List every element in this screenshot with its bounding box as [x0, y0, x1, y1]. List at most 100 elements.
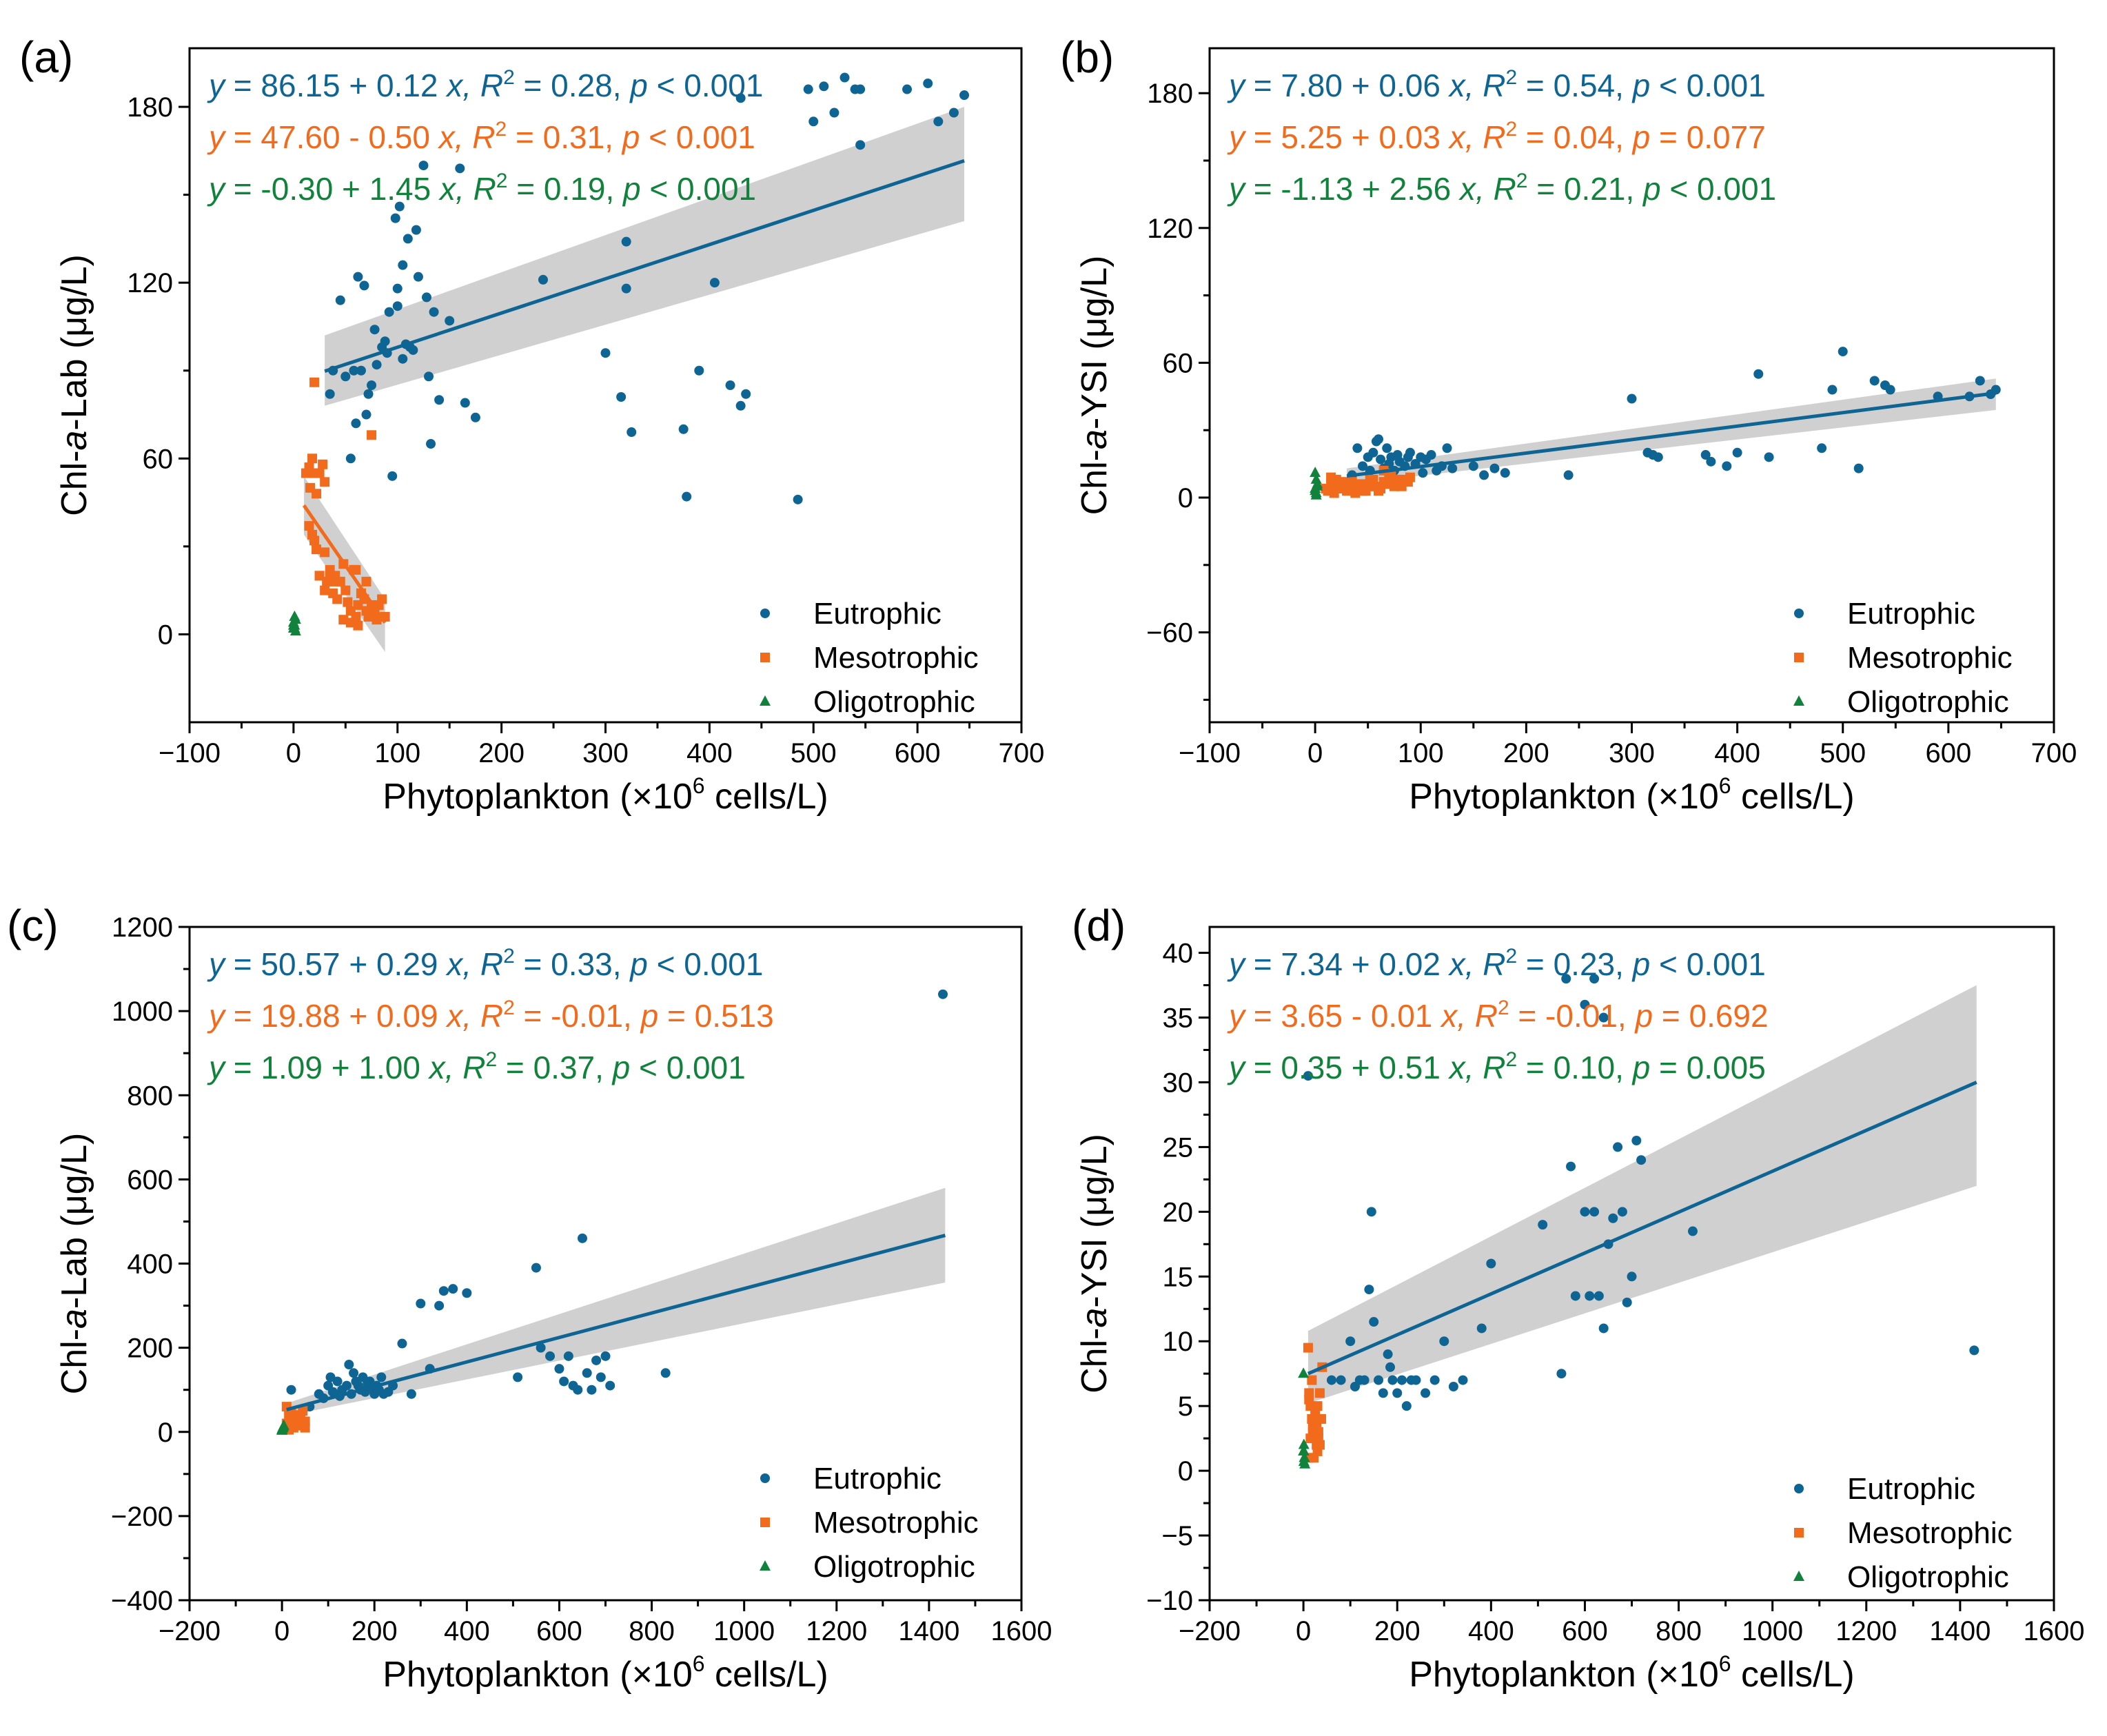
equation-y: y [1227, 998, 1247, 1034]
mesotrophic-equation: y = 5.25 + 0.03 x, R2 = 0.04, p = 0.077 [1227, 118, 1766, 155]
equation-coefficients: = -1.13 + 2.56 [1245, 171, 1460, 207]
equation-r-squared-value: = 0.10, [1517, 1050, 1633, 1085]
x-tick-label: 0 [274, 1616, 289, 1646]
eutrophic-point [735, 400, 746, 411]
oligotrophic-point [1298, 1455, 1310, 1466]
y-label-suffix: -Lab (μg/L) [54, 1133, 94, 1309]
y-tick-label: 200 [127, 1334, 173, 1364]
equation-p: p [611, 1050, 631, 1085]
eutrophic-point [616, 392, 627, 402]
mesotrophic-point [298, 1418, 308, 1429]
equation-r-squared-exponent: 2 [503, 945, 515, 968]
eutrophic-point [470, 412, 480, 422]
eutrophic-point [1566, 1161, 1576, 1172]
equation-x: x [438, 119, 456, 155]
equation-r: , R [1465, 68, 1506, 103]
equation-coefficients: = 7.80 + 0.06 [1245, 68, 1449, 103]
y-tick-label: 0 [1178, 1456, 1193, 1487]
x-axis-label: Phytoplankton (×106 cells/L) [1409, 1651, 1855, 1695]
eutrophic-point [403, 234, 413, 244]
y-tick-label: −60 [1146, 618, 1193, 649]
x-axis-label: Phytoplankton (×106 cells/L) [383, 773, 828, 817]
eutrophic-point [741, 389, 751, 399]
eutrophic-point [559, 1376, 569, 1387]
equation-r-squared-value: = 0.54, [1517, 68, 1633, 103]
equation-coefficients: = 0.35 + 0.51 [1245, 1050, 1449, 1085]
eutrophic-point [335, 295, 345, 305]
panel-label: (c) [7, 901, 59, 950]
eutrophic-point [416, 1298, 426, 1309]
eutrophic-point [411, 225, 421, 235]
eutrophic-point [1885, 385, 1895, 395]
oligotrophic-point [1310, 482, 1321, 493]
eutrophic-point [421, 292, 431, 303]
x-tick-label: 200 [1374, 1616, 1421, 1646]
eutrophic-point [948, 108, 959, 118]
eutrophic-point [1374, 434, 1383, 445]
mesotrophic-point [1307, 1375, 1317, 1385]
oligotrophic-point [1298, 1438, 1310, 1449]
oligotrophic-series [1310, 467, 1323, 500]
eutrophic-point [325, 1372, 336, 1382]
x-label-superscript: 6 [693, 1651, 705, 1676]
legend-marker-oligotrophic [760, 1560, 771, 1571]
x-tick-label: 600 [536, 1616, 582, 1646]
y-label-prefix: Chl- [1075, 1328, 1114, 1393]
y-tick-label: 0 [158, 1418, 173, 1448]
mesotrophic-point [314, 571, 325, 581]
eutrophic-point [1598, 1012, 1609, 1023]
eutrophic-point [1853, 463, 1864, 473]
eutrophic-point [1631, 1136, 1642, 1146]
eutrophic-point [371, 360, 382, 370]
eutrophic-equation: y = 86.15 + 0.12 x, R2 = 0.28, p < 0.001 [207, 66, 763, 103]
mesotrophic-point [353, 620, 363, 631]
legend-marker-mesotrophic [760, 1518, 770, 1527]
y-tick-label: −5 [1161, 1521, 1193, 1551]
y-axis-label: Chl-a-Lab (μg/L) [54, 254, 94, 516]
equation-y: y [207, 946, 227, 982]
equation-r-squared-value: = 0.33, [515, 946, 631, 982]
oligotrophic-equation: y = -1.13 + 2.56 x, R2 = 0.21, p < 0.001 [1227, 170, 1776, 207]
eutrophic-point [1838, 347, 1848, 357]
eutrophic-point [819, 81, 829, 92]
x-axis-label: Phytoplankton (×106 cells/L) [1409, 773, 1855, 817]
equation-r-squared-value: = 0.04, [1517, 119, 1633, 155]
x-tick-label: 200 [352, 1616, 398, 1646]
mesotrophic-equation: y = 19.88 + 0.09 x, R2 = -0.01, p = 0.51… [207, 997, 774, 1034]
equation-r-squared-exponent: 2 [1505, 118, 1517, 141]
x-label-tail: cells/L) [1731, 777, 1855, 817]
equation-r: , R [462, 998, 503, 1034]
equation-x: x [445, 946, 464, 982]
equation-r-squared-value: = -0.01, [1509, 998, 1636, 1034]
equation-r: , R [456, 171, 496, 207]
eutrophic-point [1585, 1291, 1595, 1301]
equation-p: p [621, 119, 640, 155]
eutrophic-point [596, 1372, 606, 1382]
eutrophic-point [376, 1372, 387, 1382]
mesotrophic-point [343, 597, 353, 607]
y-tick-label: 400 [127, 1249, 173, 1280]
x-tick-label: −100 [1179, 738, 1241, 768]
eutrophic-point [855, 140, 866, 150]
mesotrophic-point [1336, 483, 1347, 493]
eutrophic-point [413, 272, 423, 282]
eutrophic-point [349, 365, 359, 376]
eutrophic-point [1442, 443, 1452, 453]
equation-p: p [1631, 1050, 1651, 1085]
y-tick-label: 0 [158, 620, 173, 650]
eutrophic-point [1500, 468, 1510, 478]
eutrophic-point [660, 1368, 671, 1378]
eutrophic-point [434, 1300, 445, 1311]
equation-p-value: < 0.001 [648, 68, 764, 103]
eutrophic-point [1383, 1349, 1393, 1360]
equation-x: x [428, 1050, 447, 1085]
eutrophic-point [1366, 1207, 1376, 1217]
equation-p: p [622, 171, 641, 207]
eutrophic-point [1975, 376, 1985, 386]
panel-a: −100 0 100 200 300 400 500 600 700 0 60 120 180 Phyto… [19, 32, 1044, 817]
oligotrophic-point [1298, 1367, 1310, 1378]
mesotrophic-point [361, 576, 371, 586]
equation-y: y [207, 119, 227, 155]
eutrophic-point [577, 1233, 587, 1243]
eutrophic-confidence-band [325, 107, 965, 406]
